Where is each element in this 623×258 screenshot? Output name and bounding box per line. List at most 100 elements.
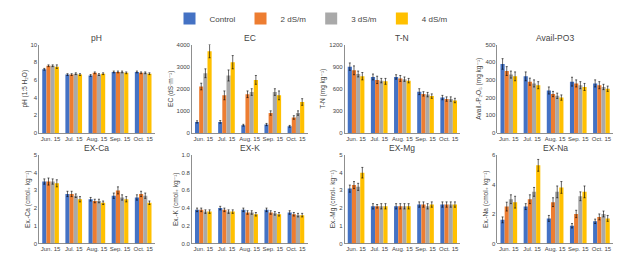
svg-text:Oct. 15: Oct. 15 <box>592 246 612 252</box>
svg-text:Avail.-P₂O₅ (mg kg⁻¹): Avail.-P₂O₅ (mg kg⁻¹) <box>475 58 483 120</box>
svg-text:Jul. 15: Jul. 15 <box>218 246 236 252</box>
svg-text:3: 3 <box>34 187 38 193</box>
svg-text:2: 2 <box>492 211 496 217</box>
svg-text:100: 100 <box>485 112 496 118</box>
svg-text:Aug. 15: Aug. 15 <box>239 136 260 142</box>
svg-text:2000: 2000 <box>177 86 191 92</box>
svg-text:EX-Mg: EX-Mg <box>389 143 415 153</box>
svg-text:Aug. 15: Aug. 15 <box>87 136 108 142</box>
svg-text:0: 0 <box>339 241 343 247</box>
svg-text:Oct. 15: Oct. 15 <box>134 246 154 252</box>
svg-text:300: 300 <box>485 77 496 83</box>
svg-text:1.0: 1.0 <box>182 152 191 158</box>
svg-text:EX-Na: EX-Na <box>543 143 568 153</box>
svg-text:1: 1 <box>339 223 343 229</box>
svg-text:Aug. 15: Aug. 15 <box>392 246 413 252</box>
svg-text:4000: 4000 <box>177 42 191 48</box>
svg-text:Jun. 15: Jun. 15 <box>499 136 519 142</box>
svg-text:Jul. 15: Jul. 15 <box>370 136 388 142</box>
svg-text:Sep. 15: Sep. 15 <box>262 136 283 142</box>
svg-text:Jul. 15: Jul. 15 <box>370 246 388 252</box>
svg-text:5: 5 <box>34 152 38 158</box>
svg-text:Sep. 15: Sep. 15 <box>262 246 283 252</box>
svg-text:3 dS/m: 3 dS/m <box>351 15 377 24</box>
svg-text:Ex.-Na (cmol₊ kg⁻¹): Ex.-Na (cmol₊ kg⁻¹) <box>482 171 490 228</box>
svg-text:4: 4 <box>34 170 38 176</box>
svg-text:Jun. 15: Jun. 15 <box>346 246 366 252</box>
svg-text:T-N (mg kg⁻¹): T-N (mg kg⁻¹) <box>319 69 327 109</box>
svg-text:8: 8 <box>34 59 38 65</box>
svg-text:Avail-PO3: Avail-PO3 <box>536 33 574 43</box>
svg-text:0: 0 <box>339 130 343 136</box>
svg-text:0: 0 <box>34 241 38 247</box>
svg-text:Ex.-K (cmol₊ kg⁻¹): Ex.-K (cmol₊ kg⁻¹) <box>172 173 180 226</box>
svg-text:Aug. 15: Aug. 15 <box>545 246 566 252</box>
svg-text:5: 5 <box>339 152 343 158</box>
svg-text:Oct. 15: Oct. 15 <box>134 136 154 142</box>
svg-text:1000: 1000 <box>177 108 191 114</box>
svg-text:3: 3 <box>339 187 343 193</box>
svg-text:pH (1:5 H₂O): pH (1:5 H₂O) <box>21 70 29 108</box>
svg-text:0.0: 0.0 <box>182 241 191 247</box>
svg-text:Aug. 15: Aug. 15 <box>392 136 413 142</box>
svg-text:pH: pH <box>91 33 102 43</box>
svg-text:4: 4 <box>339 170 343 176</box>
svg-text:Jul. 15: Jul. 15 <box>523 136 541 142</box>
svg-text:Oct. 15: Oct. 15 <box>286 246 306 252</box>
svg-text:Sep. 15: Sep. 15 <box>415 136 436 142</box>
svg-text:1: 1 <box>34 223 38 229</box>
svg-text:Jun. 15: Jun. 15 <box>499 246 519 252</box>
svg-text:3000: 3000 <box>177 64 191 70</box>
svg-text:Control: Control <box>210 15 236 24</box>
svg-text:400: 400 <box>485 59 496 65</box>
svg-text:Jul. 15: Jul. 15 <box>523 246 541 252</box>
svg-text:Sep. 15: Sep. 15 <box>568 136 589 142</box>
svg-text:Aug. 15: Aug. 15 <box>545 136 566 142</box>
svg-text:4: 4 <box>34 95 38 101</box>
svg-text:4 dS/m: 4 dS/m <box>422 15 448 24</box>
svg-text:10: 10 <box>31 42 38 48</box>
svg-text:900: 900 <box>333 64 344 70</box>
svg-text:2: 2 <box>339 205 343 211</box>
svg-text:Jun. 15: Jun. 15 <box>193 136 213 142</box>
svg-text:200: 200 <box>485 95 496 101</box>
svg-text:1200: 1200 <box>329 42 343 48</box>
svg-text:EX-Ca: EX-Ca <box>84 143 109 153</box>
svg-text:0.4: 0.4 <box>182 205 191 211</box>
svg-text:Oct. 15: Oct. 15 <box>592 136 612 142</box>
svg-text:Sep. 15: Sep. 15 <box>110 246 131 252</box>
svg-text:EC (dS·m⁻¹): EC (dS·m⁻¹) <box>167 71 175 107</box>
svg-text:Ex.-Mg (cmol₊ kg⁻¹): Ex.-Mg (cmol₊ kg⁻¹) <box>329 170 337 228</box>
svg-text:2 dS/m: 2 dS/m <box>281 15 307 24</box>
svg-text:Sep. 15: Sep. 15 <box>415 246 436 252</box>
svg-text:0: 0 <box>492 241 496 247</box>
svg-text:Jun. 15: Jun. 15 <box>41 246 61 252</box>
svg-text:Sep. 15: Sep. 15 <box>568 246 589 252</box>
svg-text:Sep. 15: Sep. 15 <box>110 136 131 142</box>
svg-text:EX-K: EX-K <box>240 143 260 153</box>
svg-text:Oct. 15: Oct. 15 <box>439 246 459 252</box>
svg-text:Oct. 15: Oct. 15 <box>439 136 459 142</box>
svg-text:0.8: 0.8 <box>182 170 191 176</box>
svg-text:600: 600 <box>333 86 344 92</box>
svg-text:0: 0 <box>492 130 496 136</box>
svg-text:Jun. 15: Jun. 15 <box>41 136 61 142</box>
svg-text:Jul. 15: Jul. 15 <box>218 136 236 142</box>
svg-text:Ex.-Ca (cmol₊ kg⁻¹): Ex.-Ca (cmol₊ kg⁻¹) <box>24 171 32 228</box>
svg-text:500: 500 <box>485 42 496 48</box>
svg-text:6: 6 <box>34 77 38 83</box>
svg-text:6: 6 <box>492 152 496 158</box>
svg-text:EC: EC <box>244 33 256 43</box>
svg-text:Jul. 15: Jul. 15 <box>65 246 83 252</box>
svg-text:Jun. 15: Jun. 15 <box>193 246 213 252</box>
svg-text:0: 0 <box>34 130 38 136</box>
svg-text:Aug. 15: Aug. 15 <box>239 246 260 252</box>
svg-text:300: 300 <box>333 108 344 114</box>
svg-text:Aug. 15: Aug. 15 <box>87 246 108 252</box>
svg-text:0.2: 0.2 <box>182 223 191 229</box>
svg-text:0.6: 0.6 <box>182 187 191 193</box>
svg-text:Jun. 15: Jun. 15 <box>346 136 366 142</box>
svg-text:0: 0 <box>187 130 191 136</box>
svg-text:Jul. 15: Jul. 15 <box>65 136 83 142</box>
svg-text:2: 2 <box>34 205 38 211</box>
